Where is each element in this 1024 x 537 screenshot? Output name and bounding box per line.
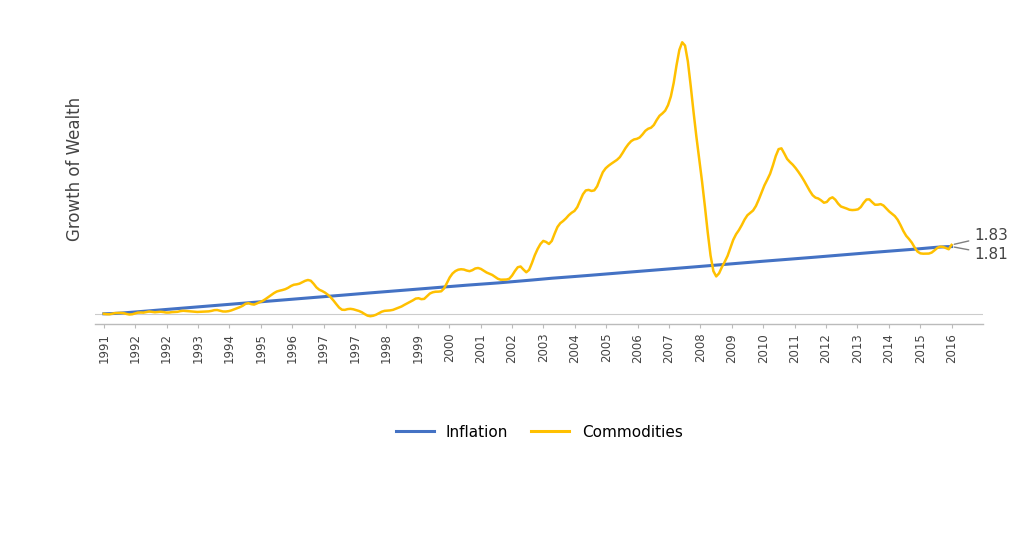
Y-axis label: Growth of Wealth: Growth of Wealth bbox=[67, 97, 84, 242]
Legend: Inflation, Commodities: Inflation, Commodities bbox=[389, 418, 688, 446]
Text: 1.81: 1.81 bbox=[954, 246, 1008, 262]
Text: 1.83: 1.83 bbox=[954, 228, 1008, 244]
